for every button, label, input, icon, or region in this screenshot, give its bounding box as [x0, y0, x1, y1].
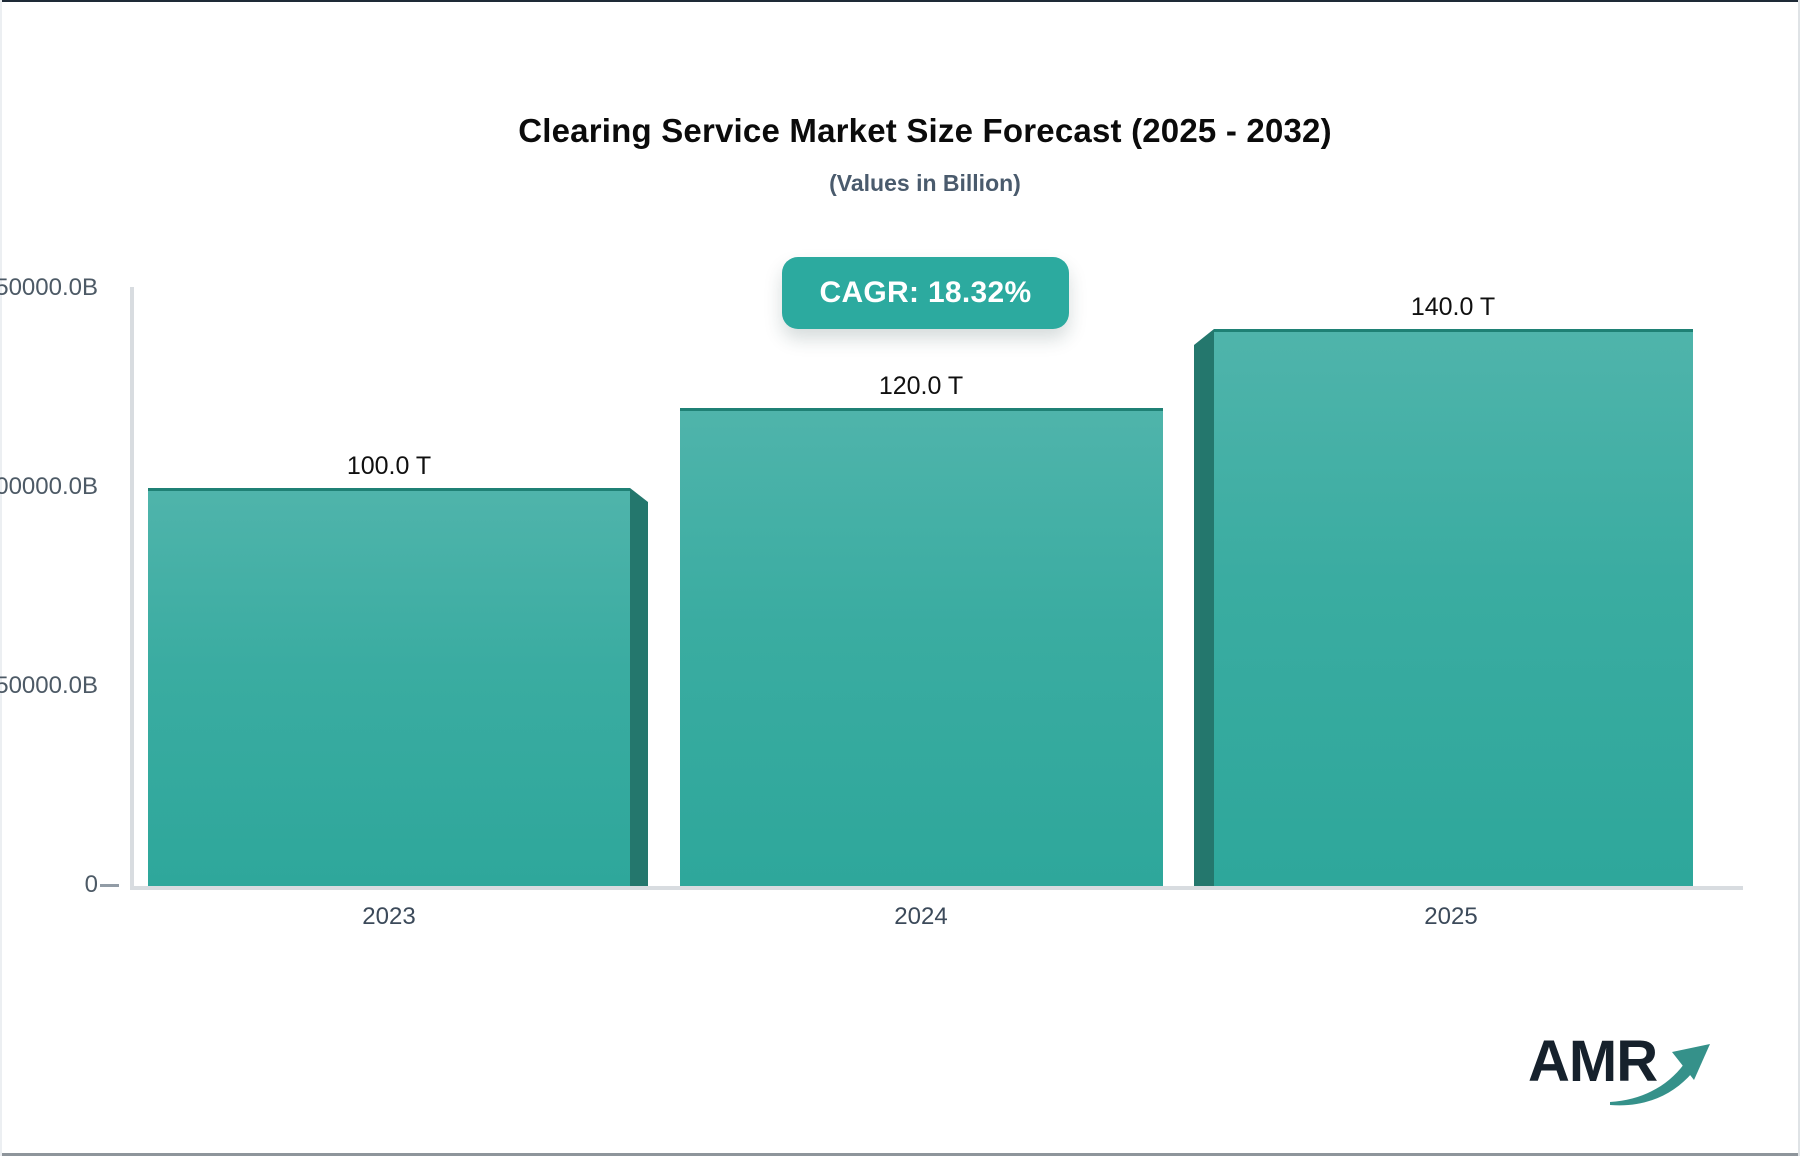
bar-2023-side-shade: [630, 488, 648, 886]
bar-2025[interactable]: [1214, 329, 1693, 886]
bar-2024[interactable]: [680, 408, 1163, 886]
amr-logo: AMR: [1528, 1028, 1728, 1118]
amr-logo-text: AMR: [1528, 1029, 1658, 1094]
x-axis-label-2025: 2025: [1424, 903, 1478, 930]
chart-subtitle: (Values in Billion): [829, 170, 1021, 196]
y-tick-label-100000: 100000.0B: [0, 473, 98, 500]
x-axis-line: [130, 886, 1743, 890]
y-tick-label-0: 0: [84, 871, 98, 898]
y-axis-zero-tick: [100, 884, 119, 887]
cagr-badge-label: CAGR: 18.32%: [819, 276, 1032, 309]
window-top-border: [0, 0, 1800, 2]
x-axis-label-2024: 2024: [894, 903, 948, 930]
chart-title: Clearing Service Market Size Forecast (2…: [518, 112, 1332, 149]
bar-2023[interactable]: [148, 488, 630, 886]
y-tick-label-50000: 50000.0B: [0, 672, 98, 699]
bar-2025-side-shade: [1194, 329, 1214, 886]
growth-arrow-icon: [1610, 1044, 1710, 1106]
page-right-border: [1798, 0, 1800, 1156]
cagr-badge: CAGR: 18.32%: [782, 257, 1069, 329]
x-axis-label-2023: 2023: [362, 903, 416, 930]
bar-value-label-2025: 140.0 T: [1410, 293, 1496, 321]
bar-value-label-2024: 120.0 T: [878, 372, 964, 400]
y-axis-line: [130, 287, 134, 888]
bar-value-label-2023: 100.0 T: [346, 452, 432, 480]
page-bottom-border: [0, 1153, 1800, 1156]
page-left-border: [0, 0, 2, 1156]
y-tick-label-150000: 150000.0B: [0, 274, 98, 301]
